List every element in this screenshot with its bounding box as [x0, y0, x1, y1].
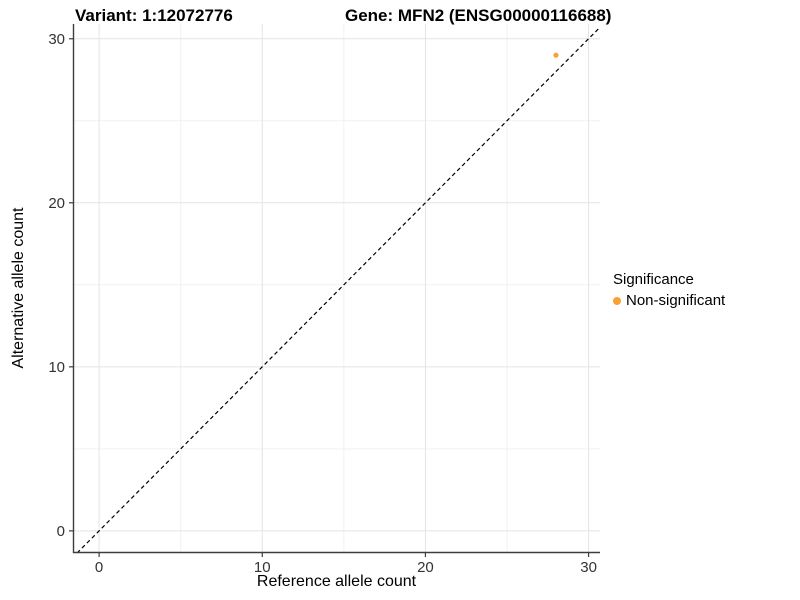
legend-title: Significance	[613, 271, 694, 288]
legend-point-icon	[613, 296, 621, 305]
variant-title: Variant: 1:12072776	[75, 6, 233, 25]
legend-item: Non-significant	[613, 292, 725, 309]
legend-item-label: Non-significant	[626, 292, 726, 309]
legend: Significance Non-significant	[613, 271, 725, 309]
svg-text:10: 10	[48, 359, 65, 376]
svg-text:30: 30	[580, 559, 597, 576]
svg-text:20: 20	[417, 559, 434, 576]
gene-title: Gene: MFN2 (ENSG00000116688)	[345, 6, 612, 25]
svg-text:0: 0	[57, 523, 65, 540]
x-axis-title: Reference allele count	[256, 573, 417, 590]
svg-text:10: 10	[254, 559, 271, 576]
y-axis-title: Alternative allele count	[10, 207, 27, 369]
svg-text:0: 0	[95, 559, 103, 576]
svg-text:20: 20	[48, 195, 65, 212]
svg-text:30: 30	[48, 31, 65, 48]
